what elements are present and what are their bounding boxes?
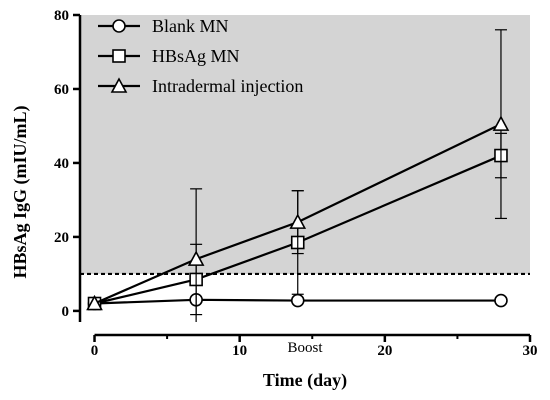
- shaded-region: [80, 15, 530, 274]
- series-line: [94, 154, 502, 305]
- series-triangle: [86, 29, 510, 322]
- x-tick-label: 20: [377, 343, 392, 359]
- data-point: [86, 294, 103, 311]
- legend-marker: [110, 77, 128, 93]
- legend: Blank MN HBsAg MN Intradermal injection: [98, 16, 303, 96]
- data-point: [492, 115, 510, 131]
- y-tick-label: 60: [54, 82, 69, 98]
- y-tick-label: 80: [54, 8, 69, 24]
- data-point: [494, 293, 508, 308]
- x-tick-label: 30: [523, 343, 538, 359]
- legend-label: Blank MN: [152, 16, 229, 36]
- data-point: [289, 213, 307, 229]
- legend-label: Intradermal injection: [152, 76, 303, 96]
- y-tick-label: 0: [62, 304, 70, 320]
- series-circle: [87, 293, 508, 311]
- boost-annotation: Boost: [287, 340, 323, 356]
- series-line: [94, 123, 502, 305]
- series-line: [94, 298, 501, 305]
- legend-marker: [112, 49, 126, 63]
- x-tick-label: 10: [232, 343, 247, 359]
- legend-marker: [112, 19, 126, 33]
- data-point: [290, 293, 305, 308]
- plot-area: 0 20 40 60 80 0 10 20 30 Blank MN HBsAg MN Intrader…: [54, 8, 538, 359]
- x-tick-label: 0: [91, 343, 99, 359]
- y-tick-label: 20: [54, 230, 69, 246]
- y-axis-label: HBsAg IgG (mIU/mL): [10, 105, 31, 278]
- x-axis-label: Time (day): [263, 370, 347, 391]
- data-point: [187, 250, 205, 266]
- y-tick-label: 40: [54, 156, 69, 172]
- legend-label: HBsAg MN: [152, 46, 240, 66]
